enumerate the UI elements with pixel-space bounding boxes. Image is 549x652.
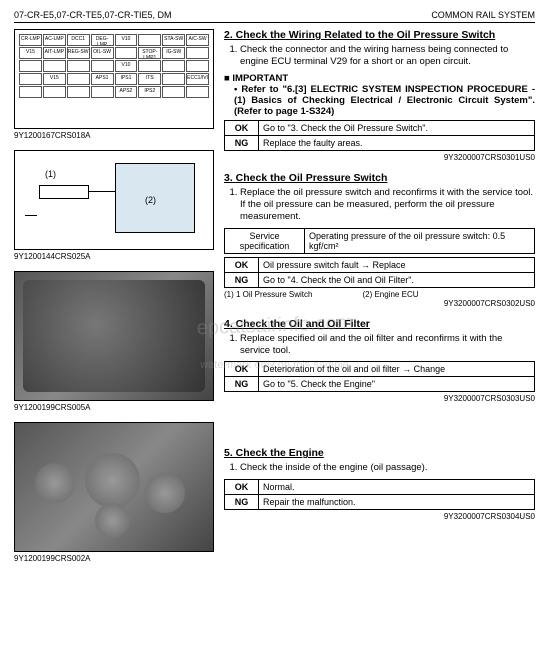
sec3-ref: 9Y3200007CRS0302US0 (224, 299, 535, 308)
sec2-ref: 9Y3200007CRS0301US0 (224, 153, 535, 162)
spec-value: Operating pressure of the oil pressure s… (305, 228, 535, 253)
figure-2-circuit-diagram: (1) (2) (14, 150, 214, 250)
fig2-ground (25, 215, 37, 216)
important-label: IMPORTANT (224, 73, 288, 84)
figure-3-caption: 9Y1200199CRS005A (14, 403, 214, 412)
sec4-ng: Go to "5. Check the Engine" (259, 377, 535, 392)
ng-label: NG (225, 272, 259, 287)
left-column: CR-LMPAC-LMPDCC1DEG-LMPV10STA-SWA/C-SWV1… (14, 29, 214, 573)
callout-2: (2) Engine ECU (362, 290, 418, 299)
sec2-ok: Go to "3. Check the Oil Pressure Switch"… (259, 120, 535, 135)
ok-label: OK (225, 479, 259, 494)
figure-2-caption: 9Y1200144CRS025A (14, 252, 214, 261)
sec3-spec-table: Service specificationOperating pressure … (224, 228, 535, 254)
sec2-step-1: Check the connector and the wiring harne… (240, 44, 535, 69)
important-body: • Refer to "6.[3] ELECTRIC SYSTEM INSPEC… (224, 84, 535, 117)
sec3-ng: Go to "4. Check the Oil and Oil Filter". (259, 272, 535, 287)
fig2-label-2: (2) (145, 195, 156, 205)
figure-4-caption: 9Y1200199CRS002A (14, 554, 214, 563)
header-left: 07-CR-E5,07-CR-TE5,07-CR-TIE5, DM (14, 10, 172, 20)
sec5-ok: Normal. (259, 479, 535, 494)
figure-1-connector-diagram: CR-LMPAC-LMPDCC1DEG-LMPV10STA-SWA/C-SWV1… (14, 29, 214, 129)
header-right: COMMON RAIL SYSTEM (431, 10, 535, 20)
sec2-result-table: OKGo to "3. Check the Oil Pressure Switc… (224, 120, 535, 151)
sec4-result-table: OKDeterioration of the oil and oil filte… (224, 361, 535, 392)
callout-1: (1) 1 Oil Pressure Switch (224, 290, 312, 299)
sec4-ref: 9Y3200007CRS0303US0 (224, 394, 535, 403)
sec2-title: 2. Check the Wiring Related to the Oil P… (224, 29, 535, 41)
sec5-step-1: Check the inside of the engine (oil pass… (240, 462, 535, 474)
fig2-label-1: (1) (45, 169, 56, 179)
sec4-ok: Deterioration of the oil and oil filter … (259, 362, 535, 377)
spec-label: Service specification (225, 228, 305, 253)
sec2-important: IMPORTANT • Refer to "6.[3] ELECTRIC SYS… (224, 73, 535, 117)
ng-label: NG (225, 135, 259, 150)
sec3-ok: Oil pressure switch fault → Replace (259, 257, 535, 272)
fig2-component-1 (39, 185, 89, 199)
sec5-ref: 9Y3200007CRS0304US0 (224, 512, 535, 521)
sec4-title: 4. Check the Oil and Oil Filter (224, 318, 535, 330)
right-column: 2. Check the Wiring Related to the Oil P… (214, 29, 535, 573)
ok-label: OK (225, 362, 259, 377)
ok-label: OK (225, 257, 259, 272)
page-header: 07-CR-E5,07-CR-TE5,07-CR-TIE5, DM COMMON… (14, 10, 535, 23)
sec2-ng: Replace the faulty areas. (259, 135, 535, 150)
figure-1-caption: 9Y1200167CRS018A (14, 131, 214, 140)
ng-label: NG (225, 494, 259, 509)
sec4-step-1: Replace specified oil and the oil filter… (240, 333, 535, 358)
sec3-result-table: OKOil pressure switch fault → Replace NG… (224, 257, 535, 288)
fig2-wire (89, 191, 115, 192)
figure-3-engine-photo (14, 271, 214, 401)
figure-4-gears-photo (14, 422, 214, 552)
sec5-result-table: OKNormal. NGRepair the malfunction. (224, 479, 535, 510)
sec3-callouts: (1) 1 Oil Pressure Switch (2) Engine ECU (224, 290, 535, 299)
sec3-title: 3. Check the Oil Pressure Switch (224, 172, 535, 184)
sec3-step-1: Replace the oil pressure switch and reco… (240, 187, 535, 224)
sec5-ng: Repair the malfunction. (259, 494, 535, 509)
ok-label: OK (225, 120, 259, 135)
ng-label: NG (225, 377, 259, 392)
sec5-title: 5. Check the Engine (224, 447, 535, 459)
